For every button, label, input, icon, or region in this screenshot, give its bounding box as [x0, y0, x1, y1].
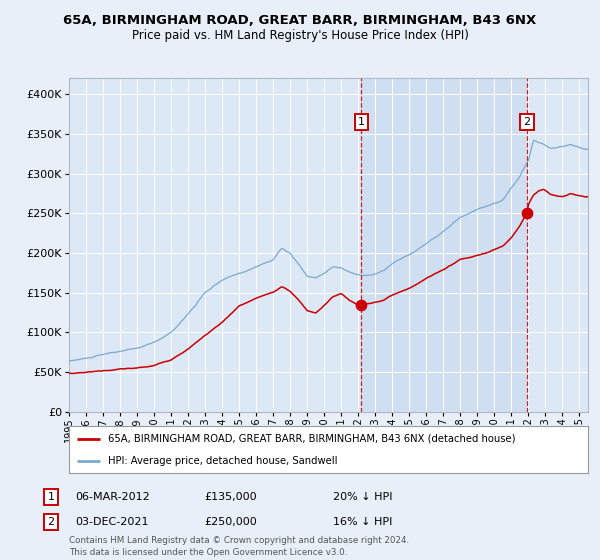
Text: HPI: Average price, detached house, Sandwell: HPI: Average price, detached house, Sand…	[108, 456, 337, 466]
Text: £250,000: £250,000	[204, 517, 257, 527]
Text: 65A, BIRMINGHAM ROAD, GREAT BARR, BIRMINGHAM, B43 6NX (detached house): 65A, BIRMINGHAM ROAD, GREAT BARR, BIRMIN…	[108, 434, 515, 444]
Bar	[361, 78, 527, 412]
Text: Contains HM Land Registry data © Crown copyright and database right 2024.
This d: Contains HM Land Registry data © Crown c…	[69, 536, 409, 557]
Text: 20% ↓ HPI: 20% ↓ HPI	[333, 492, 392, 502]
Text: 1: 1	[358, 117, 365, 127]
Text: 16% ↓ HPI: 16% ↓ HPI	[333, 517, 392, 527]
Text: 2: 2	[47, 517, 55, 527]
Text: 06-MAR-2012: 06-MAR-2012	[75, 492, 150, 502]
Text: 2: 2	[524, 117, 530, 127]
Text: 65A, BIRMINGHAM ROAD, GREAT BARR, BIRMINGHAM, B43 6NX: 65A, BIRMINGHAM ROAD, GREAT BARR, BIRMIN…	[64, 14, 536, 27]
Text: 03-DEC-2021: 03-DEC-2021	[75, 517, 149, 527]
Text: £135,000: £135,000	[204, 492, 257, 502]
Point	[522, 209, 532, 218]
Point	[356, 300, 366, 309]
Text: Price paid vs. HM Land Registry's House Price Index (HPI): Price paid vs. HM Land Registry's House …	[131, 29, 469, 42]
Text: 1: 1	[47, 492, 55, 502]
